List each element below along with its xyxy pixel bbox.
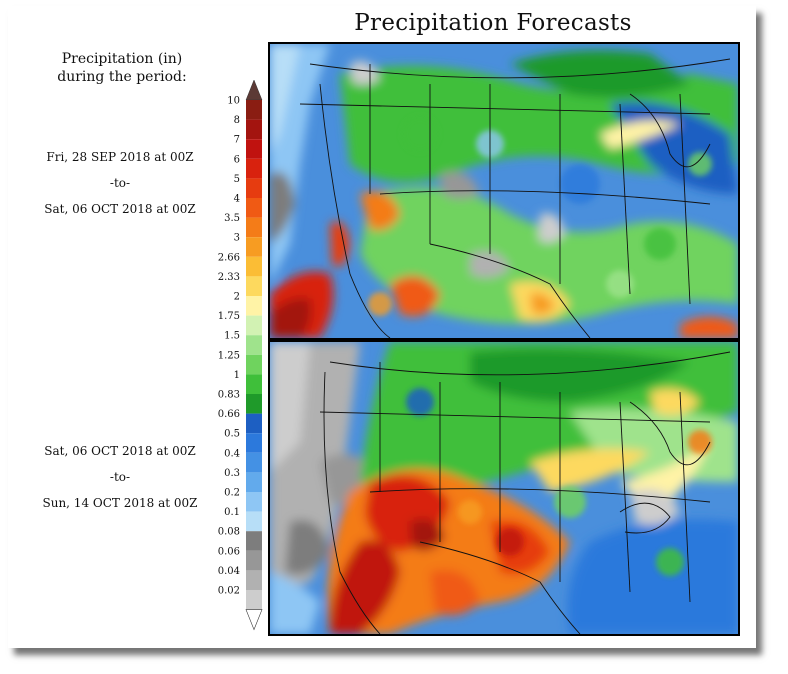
map-2-canvas: [270, 342, 738, 634]
forecast-map-period-2: [268, 340, 740, 636]
scale-swatch: [246, 374, 262, 394]
scale-tick-label: 3: [234, 233, 240, 244]
scale-arrow-top: [245, 79, 263, 101]
scale-swatch: [246, 394, 262, 414]
scale-swatch: [246, 119, 262, 140]
scale-tick-label: 2: [234, 292, 240, 303]
scale-tick-label: 2.66: [218, 252, 240, 263]
period-1-label: Fri, 28 SEP 2018 at 00Z -to- Sat, 06 OCT…: [20, 144, 220, 222]
scale-swatch: [246, 492, 262, 512]
scale-tick-label: 4: [234, 194, 240, 205]
scale-tick-label: 0.66: [218, 409, 240, 420]
period-1-sep: -to-: [109, 176, 131, 190]
scale-tick-label: 7: [234, 135, 240, 146]
period-2-end: Sun, 14 OCT 2018 at 00Z: [42, 496, 198, 510]
scale-swatch: [246, 178, 262, 198]
scale-swatch: [246, 315, 262, 336]
period-2-label: Sat, 06 OCT 2018 at 00Z -to- Sun, 14 OCT…: [20, 438, 220, 516]
scale-tick-label: 1.25: [218, 350, 240, 361]
scale-tick-label: 5: [234, 174, 240, 185]
scale-tick-label: 0.1: [224, 507, 240, 518]
scale-tick-label: 0.5: [224, 429, 240, 440]
legend-heading-line2: during the period:: [57, 69, 187, 85]
scale-tick-label: 0.4: [224, 448, 240, 459]
scale-swatch: [246, 472, 262, 492]
scale-swatch: [246, 335, 262, 355]
scale-swatch: [246, 158, 262, 179]
scale-swatch: [246, 354, 262, 375]
scale-swatch: [246, 296, 262, 316]
legend-heading-line1: Precipitation (in): [61, 51, 183, 67]
color-scale-bar: 10 8 7 6 5 4 3.5 3 2.66 2.33 2 1.75 1.5 1.25 1 0.83 0.66…: [218, 79, 263, 631]
scale-tick-label: 1.75: [218, 311, 240, 322]
scale-swatch: [246, 276, 262, 296]
legend-heading: Precipitation (in) during the period:: [22, 50, 222, 86]
forecast-map-period-1: [268, 42, 740, 340]
scale-swatch: [246, 100, 262, 120]
scale-swatch: [246, 570, 262, 590]
period-2-sep: -to-: [109, 470, 131, 484]
scale-swatch: [246, 433, 262, 453]
scale-tick-label: 0.06: [218, 546, 240, 557]
scale-swatch: [246, 590, 262, 610]
scale-tick-label: 3.5: [224, 213, 240, 224]
period-2-start: Sat, 06 OCT 2018 at 00Z: [44, 444, 196, 458]
scale-swatch: [246, 511, 262, 532]
scale-tick-label: 6: [234, 154, 240, 165]
scale-tick-label: 8: [234, 115, 240, 126]
scale-swatch: [246, 198, 262, 218]
scale-tick-label: 1: [234, 370, 240, 381]
scale-swatch: [246, 531, 262, 551]
scale-swatch: [246, 413, 262, 434]
scale-tick-label: 2.33: [218, 272, 240, 283]
scale-tick-label: 0.04: [218, 566, 240, 577]
scale-arrow-bottom: [245, 609, 263, 631]
scale-swatch: [246, 452, 262, 473]
scale-tick-label: 0.3: [224, 468, 240, 479]
scale-tick-label: 0.83: [218, 390, 240, 401]
page-title: Precipitation Forecasts: [354, 10, 632, 36]
map-1-canvas: [270, 44, 738, 338]
scale-swatch: [246, 139, 262, 159]
scale-tick-label: 10: [227, 96, 240, 107]
scale-swatch: [246, 256, 262, 277]
period-1-start: Fri, 28 SEP 2018 at 00Z: [46, 150, 194, 164]
scale-swatch: [246, 217, 262, 238]
scale-tick-label: 1.5: [224, 331, 240, 342]
scale-tick-label: 0.02: [218, 586, 240, 597]
scale-tick-label: 0.08: [218, 527, 240, 538]
period-1-end: Sat, 06 OCT 2018 at 00Z: [44, 202, 196, 216]
scale-swatch: [246, 237, 262, 257]
scale-swatch: [246, 550, 262, 571]
scale-tick-label: 0.2: [224, 488, 240, 499]
